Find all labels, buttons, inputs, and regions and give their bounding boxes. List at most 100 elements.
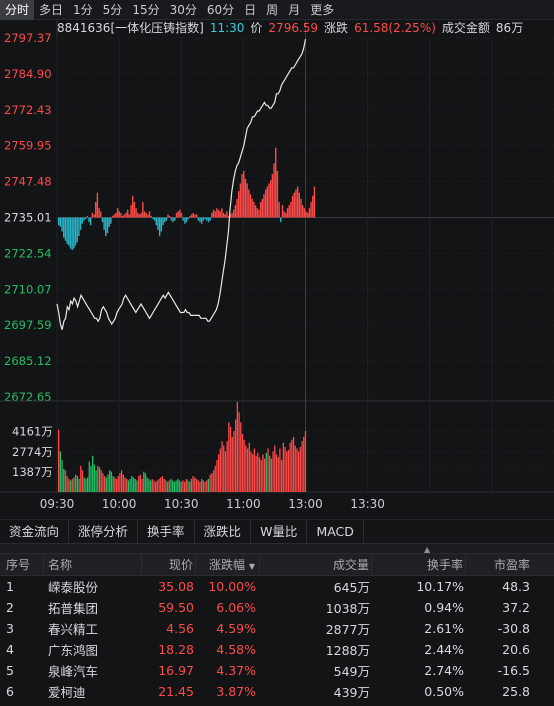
period-tab-6[interactable]: 60分 [206, 2, 235, 17]
cell-change-pct: 4.59% [216, 621, 256, 636]
volume-bar [175, 480, 177, 492]
ratio-bar [126, 209, 129, 218]
ratio-bar [189, 215, 191, 218]
volume-bar [168, 480, 170, 492]
volume-bar [226, 441, 228, 492]
volume-bar [238, 412, 240, 492]
period-tab-1[interactable]: 多日 [39, 2, 64, 17]
amount-label: 成交金额 [441, 21, 490, 35]
volume-bar [207, 478, 210, 492]
ratio-bar [295, 189, 297, 218]
volume-bar [272, 451, 274, 492]
volume-bar [269, 455, 271, 492]
indicator-tab-1[interactable]: 涨停分析 [69, 520, 139, 544]
volume-bar [122, 474, 124, 492]
ratio-bar [95, 202, 97, 218]
volume-bar [139, 474, 141, 492]
ratio-bar [280, 217, 282, 223]
ratio-bar [100, 211, 102, 218]
period-tabs: 分时 多日 1分 5分 15分 30分 60分日周月更多 [0, 0, 554, 20]
ratio-bar [307, 212, 309, 218]
volume-bar [301, 441, 303, 492]
panel-splitter[interactable]: ▲ [0, 543, 554, 554]
cell-volume: 1038万 [325, 601, 370, 616]
price-tick-label: 2784.90 [4, 67, 52, 81]
period-tab-2[interactable]: 1分 [73, 2, 93, 17]
period-tab-7[interactable]: 日 [244, 2, 257, 17]
cell-volume: 1288万 [325, 643, 370, 658]
cell-volume: 549万 [333, 664, 370, 679]
cell-price: 18.28 [158, 642, 194, 657]
volume-bar [172, 480, 174, 492]
indicator-tab-4[interactable]: W量比 [251, 520, 308, 544]
ratio-bar [69, 217, 72, 249]
ratio-bar [263, 194, 265, 218]
table-row[interactable]: 5 泉峰汽车 16.97 4.37% 549万 2.74% -16.5 [0, 660, 554, 681]
volume-bar [275, 454, 278, 492]
volume-bar [69, 480, 72, 492]
intraday-chart: 2797.37 2784.90 2772.43 2759.95 2747.48 2735.… [0, 20, 554, 511]
table-row[interactable]: 3 春兴精工 4.56 4.59% 2877万 2.61% -30.8 [0, 618, 554, 639]
price-line [56, 38, 307, 330]
period-tab-3[interactable]: 5分 [102, 2, 123, 17]
volume-bar [190, 478, 193, 492]
header-change-pct[interactable]: 涨跌幅 ▼ [196, 553, 260, 576]
volume-bar [151, 478, 153, 492]
collapse-arrow-icon[interactable]: ▲ [424, 545, 431, 554]
volume-bar [260, 460, 262, 492]
header-price[interactable]: 现价 [142, 553, 196, 576]
volume-bar [231, 436, 233, 492]
header-name[interactable]: 名称 [44, 553, 142, 576]
indicator-tab-5[interactable]: MACD [307, 520, 364, 544]
indicator-tab-2[interactable]: 换手率 [138, 520, 195, 544]
ratio-bar [236, 198, 238, 218]
indicator-tabs: 资金流向 涨停分析 换手率 涨跌比 W量比 MACD [0, 519, 554, 544]
volume-bar [66, 476, 68, 492]
period-tab-5[interactable]: 30分 [169, 2, 197, 17]
period-tab-4[interactable]: 15分 [132, 2, 160, 17]
volume-bar [137, 476, 140, 492]
ratio-bar [162, 217, 164, 226]
sort-desc-icon: ▼ [248, 561, 255, 571]
volume-bar [241, 434, 244, 492]
period-tab-8[interactable]: 周 [266, 2, 279, 17]
header-pe[interactable]: 市盈率 [493, 557, 530, 572]
period-tab-9[interactable]: 月 [288, 2, 301, 17]
table-row[interactable]: 1 嵘泰股份 35.08 10.00% 645万 10.17% 48.3 [0, 576, 554, 597]
table-row[interactable]: 4 广东鸿图 18.28 4.58% 1288万 2.44% 20.6 [0, 639, 554, 660]
ratio-bar [305, 211, 307, 218]
table-row[interactable]: 6 爱柯迪 21.45 3.87% 439万 0.50% 25.8 [0, 681, 554, 702]
indicator-tab-3[interactable]: 涨跌比 [195, 520, 252, 544]
volume-bar [75, 474, 77, 492]
volume-bar [252, 454, 254, 492]
current-time: 11:30 [209, 21, 245, 35]
ratio-bar [158, 217, 161, 237]
ratio-bar [234, 205, 237, 218]
table-row[interactable]: 2 拓普集团 59.50 6.06% 1038万 0.94% 37.2 [0, 597, 554, 618]
ratio-bar [106, 217, 109, 233]
cell-turnover: 0.50% [424, 684, 464, 699]
volume-bar [183, 481, 186, 492]
header-turnover[interactable]: 换手率 [372, 553, 466, 576]
ratio-bar [175, 212, 178, 218]
ratio-bar [143, 211, 146, 218]
period-tab-0[interactable]: 分时 [0, 0, 35, 20]
ratio-bar [116, 208, 119, 218]
volume-bar [209, 474, 211, 492]
cell-idx: 5 [6, 663, 14, 678]
volume-tick-label: 2774万 [12, 445, 53, 459]
header-idx[interactable]: 序号 [0, 553, 44, 576]
volume-bar [195, 478, 198, 492]
price-tick-label: 2710.07 [4, 282, 52, 296]
cell-pe: 37.2 [502, 600, 530, 615]
volume-bar [192, 476, 194, 492]
header-volume[interactable]: 成交量 [260, 553, 372, 576]
ratio-bar [111, 215, 114, 218]
ratio-bar [180, 212, 183, 218]
volume-bar [200, 478, 203, 492]
cell-volume: 645万 [333, 580, 370, 595]
ratio-bar [300, 198, 302, 218]
indicator-tab-0[interactable]: 资金流向 [0, 520, 70, 544]
cell-name: 春兴精工 [48, 622, 99, 637]
period-tab-10[interactable]: 更多 [310, 2, 335, 17]
